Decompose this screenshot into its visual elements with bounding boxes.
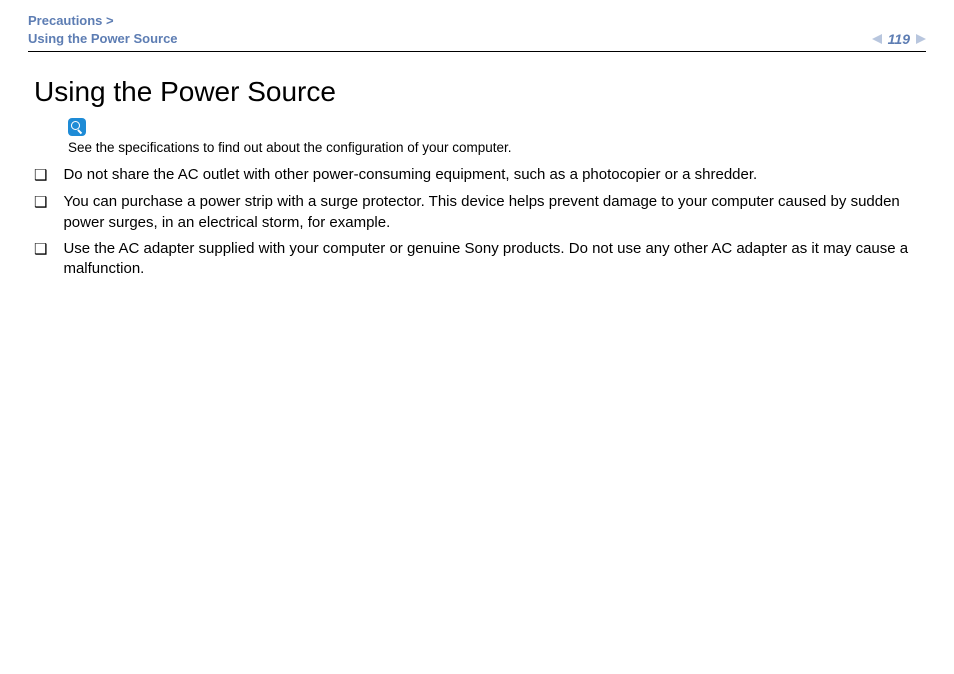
bullet-text: Do not share the AC outlet with other po… [63, 165, 920, 185]
page-header: Precautions > Using the Power Source 119 [28, 12, 926, 52]
page-number-nav: 119 [872, 31, 926, 47]
list-item: ❑ Use the AC adapter supplied with your … [34, 239, 920, 280]
note-text: See the specifications to find out about… [68, 140, 920, 155]
page-title: Using the Power Source [34, 76, 920, 108]
breadcrumb: Precautions > Using the Power Source [28, 12, 178, 47]
page-content: Using the Power Source See the specifica… [28, 52, 926, 279]
magnifier-icon [68, 118, 86, 136]
list-item: ❑ Do not share the AC outlet with other … [34, 165, 920, 186]
bullet-marker: ❑ [34, 192, 47, 213]
list-item: ❑ You can purchase a power strip with a … [34, 192, 920, 233]
document-page: Precautions > Using the Power Source 119… [0, 0, 954, 674]
bullet-marker: ❑ [34, 239, 47, 260]
breadcrumb-section: Precautions > [28, 12, 178, 30]
bullet-text: You can purchase a power strip with a su… [63, 192, 920, 233]
bullet-list: ❑ Do not share the AC outlet with other … [34, 165, 920, 279]
bullet-text: Use the AC adapter supplied with your co… [63, 239, 920, 280]
prev-page-arrow-icon[interactable] [872, 34, 882, 44]
bullet-marker: ❑ [34, 165, 47, 186]
breadcrumb-topic: Using the Power Source [28, 30, 178, 48]
note-icon-row [68, 118, 920, 136]
page-number: 119 [888, 31, 910, 47]
next-page-arrow-icon[interactable] [916, 34, 926, 44]
